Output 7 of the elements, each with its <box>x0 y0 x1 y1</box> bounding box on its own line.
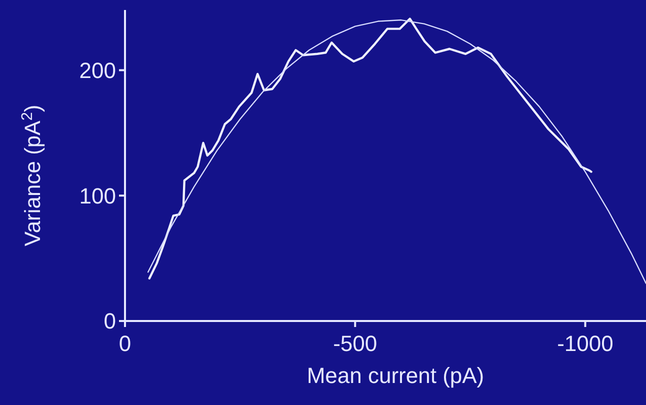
y-tick-label: 100 <box>79 183 116 208</box>
x-tick-label: 0 <box>118 331 132 356</box>
y-tick-label: 200 <box>79 58 116 83</box>
x-axis-title: Mean current (pA) <box>306 363 484 388</box>
x-tick-label: -500 <box>333 331 378 356</box>
y-tick-label: 0 <box>104 308 116 334</box>
x-tick-label: -1000 <box>557 331 614 356</box>
